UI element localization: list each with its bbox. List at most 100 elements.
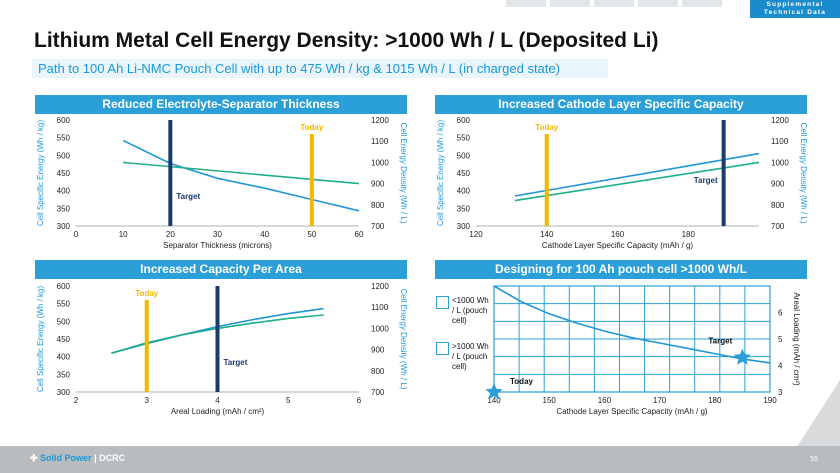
chart2-y2-tick-label: 1100: [771, 137, 789, 146]
chart2-x-tick-label: 120: [469, 230, 483, 239]
chart3-marker-target-label: Target: [224, 358, 248, 367]
chart3-y2-tick-label: 900: [371, 346, 385, 355]
chart3-y-tick-label: 550: [57, 300, 71, 309]
chart2-x-tick-label: 160: [611, 230, 625, 239]
chart2-title: Increased Cathode Layer Specific Capacit…: [435, 95, 807, 114]
chart1-title: Reduced Electrolyte-Separator Thickness: [35, 95, 407, 114]
chart1-series-1-line: [122, 139, 360, 212]
chart4-series-1-line: [493, 285, 771, 364]
logo-divider: |: [91, 453, 100, 463]
chart3-y-tick-label: 300: [57, 388, 71, 397]
chart1-y-tick-label: 350: [57, 204, 71, 213]
chart1-y-tick-label: 600: [57, 116, 71, 125]
logo-icon: ✚: [30, 453, 41, 463]
chart1-x-tick-label: 10: [119, 230, 128, 239]
chart4-y2-axis-label: Areal Loading (mAh / cm²): [792, 292, 801, 386]
chart1-y-tick-label: 400: [57, 187, 71, 196]
chart4-x-tick-label: 140: [487, 396, 501, 405]
chart4-y2-tick-label: 5: [778, 335, 783, 344]
chart2-y2-tick-label: 1000: [771, 158, 789, 167]
chart3-x-tick-label: 3: [145, 396, 150, 405]
chart1-x-tick-label: 40: [260, 230, 269, 239]
chart1-x-tick-label: 0: [74, 230, 79, 239]
top-tab: [638, 0, 678, 7]
chart3-y2-tick-label: 1000: [371, 324, 389, 333]
chart2-y-tick-label: 400: [457, 187, 471, 196]
chart3-y-tick-label: 400: [57, 353, 71, 362]
chart1-y2-tick-label: 700: [371, 222, 385, 231]
chart4-x-tick-label: 180: [708, 396, 722, 405]
chart4-x-tick-label: 190: [763, 396, 777, 405]
supplemental-badge: Supplemental Technical Data: [750, 0, 840, 18]
chart2-y-tick-label: 500: [457, 151, 471, 160]
chart2-series-2-line: [514, 161, 760, 202]
chart3-y-axis-label: Cell Specific Energy (Wh / kg): [36, 286, 45, 393]
footer-logo: ✚ Solid Power | DCRC: [30, 453, 125, 464]
chart4-marker-today-label: Today: [510, 377, 534, 386]
chart1-y-tick-label: 500: [57, 151, 71, 160]
chart3-y-tick-label: 500: [57, 317, 71, 326]
footer-bar: [0, 446, 840, 473]
chart3-y2-tick-label: 700: [371, 388, 385, 397]
page-number: 55: [810, 456, 818, 463]
chart3-marker-today-label: Today: [135, 289, 159, 298]
chart2-y-tick-label: 600: [457, 116, 471, 125]
top-tab: [682, 0, 722, 7]
chart2-y2-tick-label: 1200: [771, 116, 789, 125]
chart3-y2-axis-label: Cell Energy Density (Wh / L): [399, 289, 408, 390]
chart1-x-axis-label: Separator Thickness (microns): [163, 241, 272, 250]
chart4-marker-target-label: Target: [708, 337, 732, 346]
chart4-marker-today-star: [485, 383, 503, 400]
chart1-y-tick-label: 300: [57, 222, 71, 231]
page-title: Lithium Metal Cell Energy Density: >1000…: [34, 29, 659, 52]
legend-label-below-1000: <1000 Wh / L (pouch cell): [452, 296, 489, 325]
chart1-x-tick-label: 50: [307, 230, 316, 239]
chart1-marker-today-label: Today: [300, 123, 324, 132]
top-tab: [550, 0, 590, 7]
chart2-y2-axis-label: Cell Energy Density (Wh / L): [799, 123, 808, 224]
chart3-y-tick-label: 450: [57, 335, 71, 344]
chart4-x-tick-label: 170: [653, 396, 667, 405]
chart1-y-axis-label: Cell Specific Energy (Wh / kg): [36, 120, 45, 227]
chart4-x-tick-label: 150: [543, 396, 557, 405]
subtitle-bar: [32, 59, 608, 78]
chart2-y2-tick-label: 800: [771, 201, 785, 210]
logo-solid-power: Solid Power: [40, 453, 92, 463]
chart4-x-axis-label: Cathode Layer Specific Capacity (mAh / g…: [556, 407, 708, 416]
chart1-y2-axis-label: Cell Energy Density (Wh / L): [399, 123, 408, 224]
chart4-y2-tick-label: 6: [778, 309, 783, 318]
chart3-y-tick-label: 600: [57, 282, 71, 291]
chart2-y-tick-label: 450: [457, 169, 471, 178]
chart3-y2-tick-label: 800: [371, 367, 385, 376]
chart3-y2-tick-label: 1200: [371, 282, 389, 291]
page-subtitle: Path to 100 Ah Li-NMC Pouch Cell with up…: [38, 61, 560, 76]
chart2-y-tick-label: 550: [457, 134, 471, 143]
chart3-x-tick-label: 2: [74, 396, 79, 405]
chart2-y2-tick-label: 700: [771, 222, 785, 231]
chart2-y-tick-label: 350: [457, 204, 471, 213]
logo-dcrc: DCRC: [99, 453, 126, 463]
chart3-y2-tick-label: 1100: [371, 303, 389, 312]
chart2-y-axis-label: Cell Specific Energy (Wh / kg): [436, 120, 445, 227]
chart1-y2-tick-label: 900: [371, 180, 385, 189]
top-tab: [506, 0, 546, 7]
legend-box-below-1000: [436, 296, 449, 309]
chart4-x-tick-label: 160: [598, 396, 612, 405]
chart1-y2-tick-label: 800: [371, 201, 385, 210]
legend-box-above-1000: [436, 342, 449, 355]
chart2-y-tick-label: 300: [457, 222, 471, 231]
chart2-x-axis-label: Cathode Layer Specific Capacity (mAh / g…: [542, 241, 694, 250]
chart4-title: Designing for 100 Ah pouch cell >1000 Wh…: [435, 260, 807, 279]
chart2-x-tick-label: 140: [540, 230, 554, 239]
chart1-y2-tick-label: 1200: [371, 116, 389, 125]
chart1-y2-tick-label: 1100: [371, 137, 389, 146]
chart2-x-tick-label: 180: [682, 230, 696, 239]
chart4-y2-tick-label: 4: [778, 362, 783, 371]
chart1-x-tick-label: 30: [213, 230, 222, 239]
top-tab-strip: [506, 0, 722, 7]
chart3-x-tick-label: 5: [286, 396, 291, 405]
chart1-y2-tick-label: 1000: [371, 158, 389, 167]
chart3-x-tick-label: 6: [357, 396, 362, 405]
chart2-marker-target-label: Target: [694, 176, 718, 185]
